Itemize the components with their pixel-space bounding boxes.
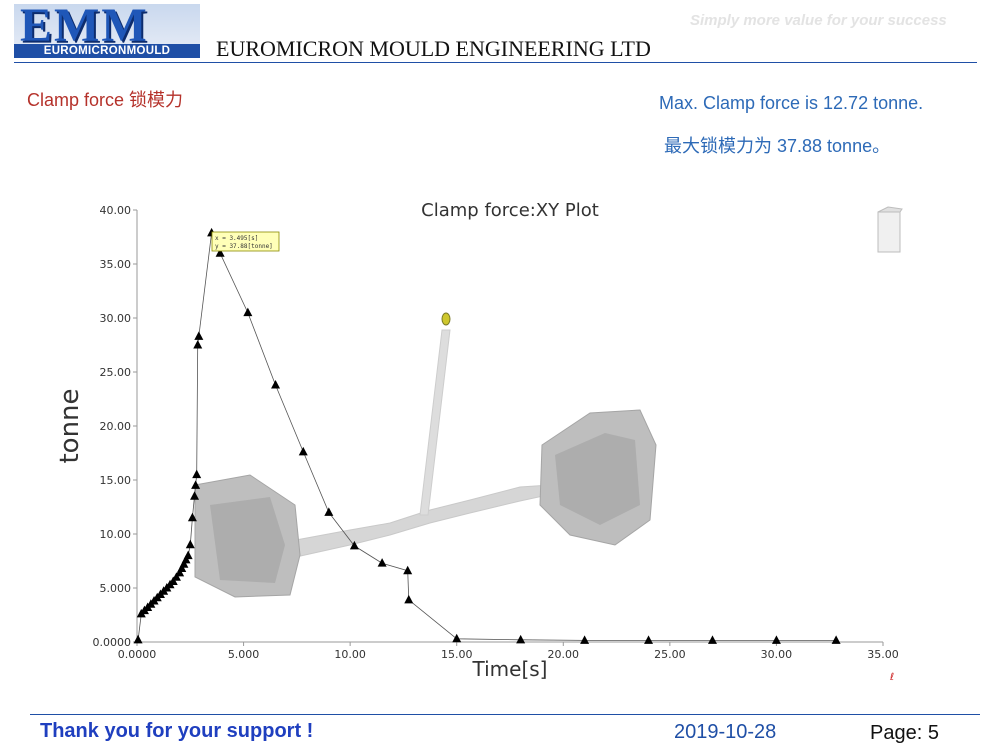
data-point bbox=[831, 635, 841, 644]
part-sprue bbox=[419, 329, 451, 516]
peak-annotation-box bbox=[211, 231, 280, 252]
data-point bbox=[771, 635, 781, 644]
max-clamp-note-cn: 最大锁模力为 37.88 tonne。 bbox=[664, 136, 891, 156]
data-point bbox=[516, 634, 526, 644]
data-point bbox=[187, 512, 197, 522]
mold-part-render bbox=[194, 312, 657, 598]
section-title: Clamp force 锁模力 bbox=[27, 90, 184, 110]
x-tick-label: 10.00 bbox=[334, 648, 366, 661]
data-point bbox=[175, 567, 185, 577]
data-point bbox=[171, 572, 181, 581]
x-tick-label: 30.00 bbox=[761, 648, 793, 661]
data-point bbox=[377, 558, 387, 567]
y-tick-label: 20.00 bbox=[100, 420, 132, 433]
x-axis-label: Time[s] bbox=[472, 657, 548, 681]
data-point bbox=[243, 307, 253, 317]
footer-date: 2019-10-28 bbox=[674, 721, 777, 743]
emm-logo: EMM EUROMICRONMOULD bbox=[14, 0, 200, 58]
data-point bbox=[194, 331, 204, 340]
data-point bbox=[179, 559, 189, 568]
data-point bbox=[580, 635, 590, 644]
data-point bbox=[215, 248, 225, 257]
series-points bbox=[133, 227, 841, 644]
peak-annotation: x = 3.495[s] y = 37.88[tonne] bbox=[211, 231, 280, 252]
data-point bbox=[177, 563, 187, 573]
part-cavity-left-shadow bbox=[210, 497, 285, 583]
company-name: EUROMICRON MOULD ENGINEERING LTD bbox=[216, 36, 651, 61]
data-point bbox=[181, 554, 191, 564]
y-tick-label: 10.00 bbox=[100, 528, 132, 541]
orientation-cube-icon bbox=[877, 206, 903, 253]
data-point bbox=[190, 491, 200, 500]
y-axis-label: tonne bbox=[55, 388, 85, 463]
y-tick-label: 15.00 bbox=[100, 474, 132, 487]
data-point bbox=[644, 635, 654, 644]
thanks-text: Thank you for your support ! bbox=[40, 720, 314, 742]
data-point bbox=[452, 633, 462, 643]
y-tick-label: 25.00 bbox=[100, 366, 132, 379]
y-tick-label: 35.00 bbox=[100, 258, 132, 271]
logo-subtext: EUROMICRONMOULD bbox=[14, 44, 200, 58]
data-point bbox=[193, 340, 203, 349]
y-tick-label: 5.000 bbox=[100, 582, 132, 595]
page-number: Page: 5 bbox=[870, 722, 939, 744]
y-tick-label: 0.0000 bbox=[93, 636, 132, 649]
y-ticks: 0.0000 5.000 10.00 15.00 20.00 25.00 30.00 35.0… bbox=[93, 204, 137, 649]
chart-logo-mark: ℓ bbox=[890, 672, 894, 683]
logo-mark: EMM bbox=[20, 0, 149, 52]
data-point bbox=[133, 634, 143, 644]
data-point bbox=[271, 379, 281, 389]
x-ticks: 0.0000 5.000 10.00 15.00 20.00 25.00 30.00 35.0… bbox=[118, 642, 899, 661]
x-tick-label: 0.0000 bbox=[118, 648, 157, 661]
header-divider bbox=[14, 62, 977, 63]
max-clamp-note-en: Max. Clamp force is 12.72 tonne. bbox=[659, 93, 924, 113]
data-point bbox=[191, 480, 201, 489]
y-tick-label: 30.00 bbox=[100, 312, 132, 325]
data-point bbox=[183, 550, 193, 560]
data-point bbox=[324, 507, 334, 516]
part-cavity-right-shadow bbox=[555, 433, 640, 525]
peak-annotation-x: x = 3.495[s] bbox=[215, 235, 258, 242]
data-point bbox=[403, 565, 413, 575]
data-point bbox=[168, 576, 178, 586]
injection-point-icon bbox=[441, 312, 451, 326]
x-tick-label: 15.00 bbox=[441, 648, 473, 661]
data-point bbox=[349, 540, 359, 550]
x-tick-label: 35.00 bbox=[867, 648, 899, 661]
footer-divider bbox=[30, 714, 980, 715]
slogan: Simply more value for your success bbox=[690, 12, 947, 29]
data-point bbox=[404, 594, 414, 604]
x-tick-label: 5.000 bbox=[228, 648, 259, 661]
plot-area: 0.0000 5.000 10.00 15.00 20.00 25.00 30.00 35.0… bbox=[93, 204, 899, 661]
x-tick-label: 20.00 bbox=[548, 648, 580, 661]
data-point bbox=[298, 446, 308, 456]
clamp-force-chart: 0.0000 5.000 10.00 15.00 20.00 25.00 30.00 35.0… bbox=[55, 200, 903, 683]
chart-title: Clamp force:XY Plot bbox=[421, 200, 599, 221]
peak-annotation-y: y = 37.88[tonne] bbox=[215, 243, 273, 250]
data-point bbox=[707, 635, 717, 644]
y-tick-label: 40.00 bbox=[100, 204, 132, 217]
data-point bbox=[192, 469, 202, 479]
x-tick-label: 25.00 bbox=[654, 648, 686, 661]
data-point bbox=[185, 539, 195, 549]
